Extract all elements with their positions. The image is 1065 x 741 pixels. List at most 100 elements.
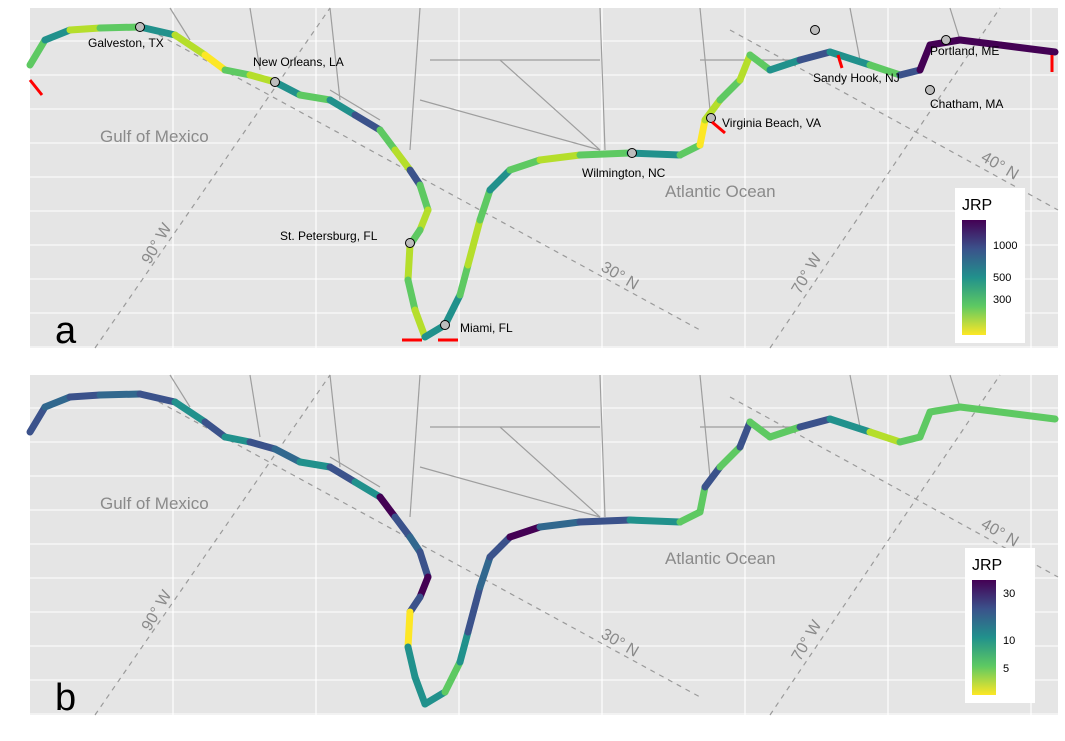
route-break-marker	[711, 120, 726, 135]
route-segment	[766, 423, 804, 441]
route-segment	[26, 36, 49, 69]
route-segment	[416, 206, 432, 234]
route-segment	[486, 533, 514, 561]
city-marker	[270, 77, 280, 87]
state-border	[599, 374, 606, 518]
route-segment	[826, 415, 874, 436]
graticule-line	[149, 396, 701, 698]
route-segment	[246, 438, 279, 453]
state-border	[409, 374, 421, 518]
legend-tick: 30	[1003, 588, 1015, 600]
route-segment	[506, 523, 544, 541]
state-border	[419, 466, 601, 518]
route-segment	[391, 513, 414, 541]
state-border	[409, 7, 421, 151]
route-segment	[41, 393, 74, 411]
sea-label: Gulf of Mexico	[100, 127, 209, 146]
state-border	[329, 7, 341, 101]
route-segment	[626, 149, 684, 159]
route-segment	[736, 51, 754, 84]
route-segment	[866, 428, 904, 446]
panel-letter: a	[55, 310, 77, 352]
route-segment	[171, 398, 209, 426]
state-border	[329, 89, 381, 121]
legend-tick: 300	[993, 294, 1011, 306]
route-segment	[676, 141, 704, 159]
route-segment	[221, 433, 254, 446]
route-break-marker	[836, 54, 844, 69]
route-segment	[456, 628, 472, 666]
graticule-line	[769, 7, 1001, 349]
state-border	[499, 59, 601, 151]
route-segment	[866, 61, 904, 79]
route-segment	[996, 41, 1059, 56]
route-segment	[326, 96, 359, 119]
route-segment	[201, 51, 229, 74]
route-segment	[411, 673, 429, 708]
route-segment	[626, 516, 684, 526]
route-segment	[506, 156, 544, 174]
route-segment	[716, 443, 744, 471]
city-label: Sandy Hook, NJ	[813, 71, 900, 85]
legend-title: JRP	[962, 197, 992, 214]
sea-label: Atlantic Ocean	[665, 182, 776, 201]
city-label: New Orleans, LA	[253, 55, 344, 69]
route-segment	[26, 403, 49, 436]
route-segment	[136, 390, 179, 406]
state-border	[499, 426, 601, 518]
state-border	[949, 7, 961, 41]
route-segment	[421, 688, 449, 708]
city-marker	[440, 320, 450, 330]
route-segment	[926, 403, 964, 416]
state-border	[249, 7, 261, 71]
city-marker	[810, 25, 820, 35]
route-segment	[476, 553, 494, 591]
graticule-line	[769, 374, 1001, 716]
route-segment	[66, 391, 104, 401]
route-segment	[826, 48, 874, 69]
graticule-line	[729, 396, 1059, 578]
city-marker	[405, 238, 415, 248]
state-border	[599, 7, 606, 151]
panel-letter: b	[55, 677, 76, 719]
route-segment	[411, 306, 429, 341]
state-border	[329, 374, 341, 468]
route-segment	[736, 418, 754, 451]
route-segment	[351, 111, 384, 134]
route-segment	[296, 458, 334, 471]
route-segment	[766, 56, 804, 74]
route-segment	[416, 181, 432, 214]
route-segment	[456, 261, 472, 299]
state-border	[169, 374, 191, 408]
city-marker	[706, 113, 716, 123]
route-segment	[441, 291, 464, 329]
route-segment	[746, 418, 774, 441]
route-segment	[696, 116, 709, 149]
state-border	[949, 374, 961, 408]
route-segment	[956, 36, 1004, 49]
state-border	[699, 374, 711, 478]
city-marker	[627, 148, 637, 158]
graticule-line	[94, 7, 331, 349]
color-scale-bar	[972, 580, 996, 695]
graticule-line	[729, 29, 1059, 211]
graticule-line	[94, 374, 331, 716]
route-break-marker	[28, 79, 44, 96]
route-segment	[404, 608, 414, 651]
route-segment	[416, 573, 432, 601]
route-segment	[221, 66, 254, 79]
route-segment	[171, 31, 209, 59]
route-segment	[746, 51, 774, 74]
route-segment	[41, 26, 74, 44]
city-marker	[135, 22, 145, 32]
legend-tick: 500	[993, 272, 1011, 284]
route-segment	[486, 166, 514, 194]
route-segment	[96, 23, 144, 32]
route-segment	[404, 276, 419, 314]
city-label: Portland, ME	[930, 44, 999, 58]
route-segment	[476, 186, 494, 224]
route-segment	[464, 216, 484, 269]
